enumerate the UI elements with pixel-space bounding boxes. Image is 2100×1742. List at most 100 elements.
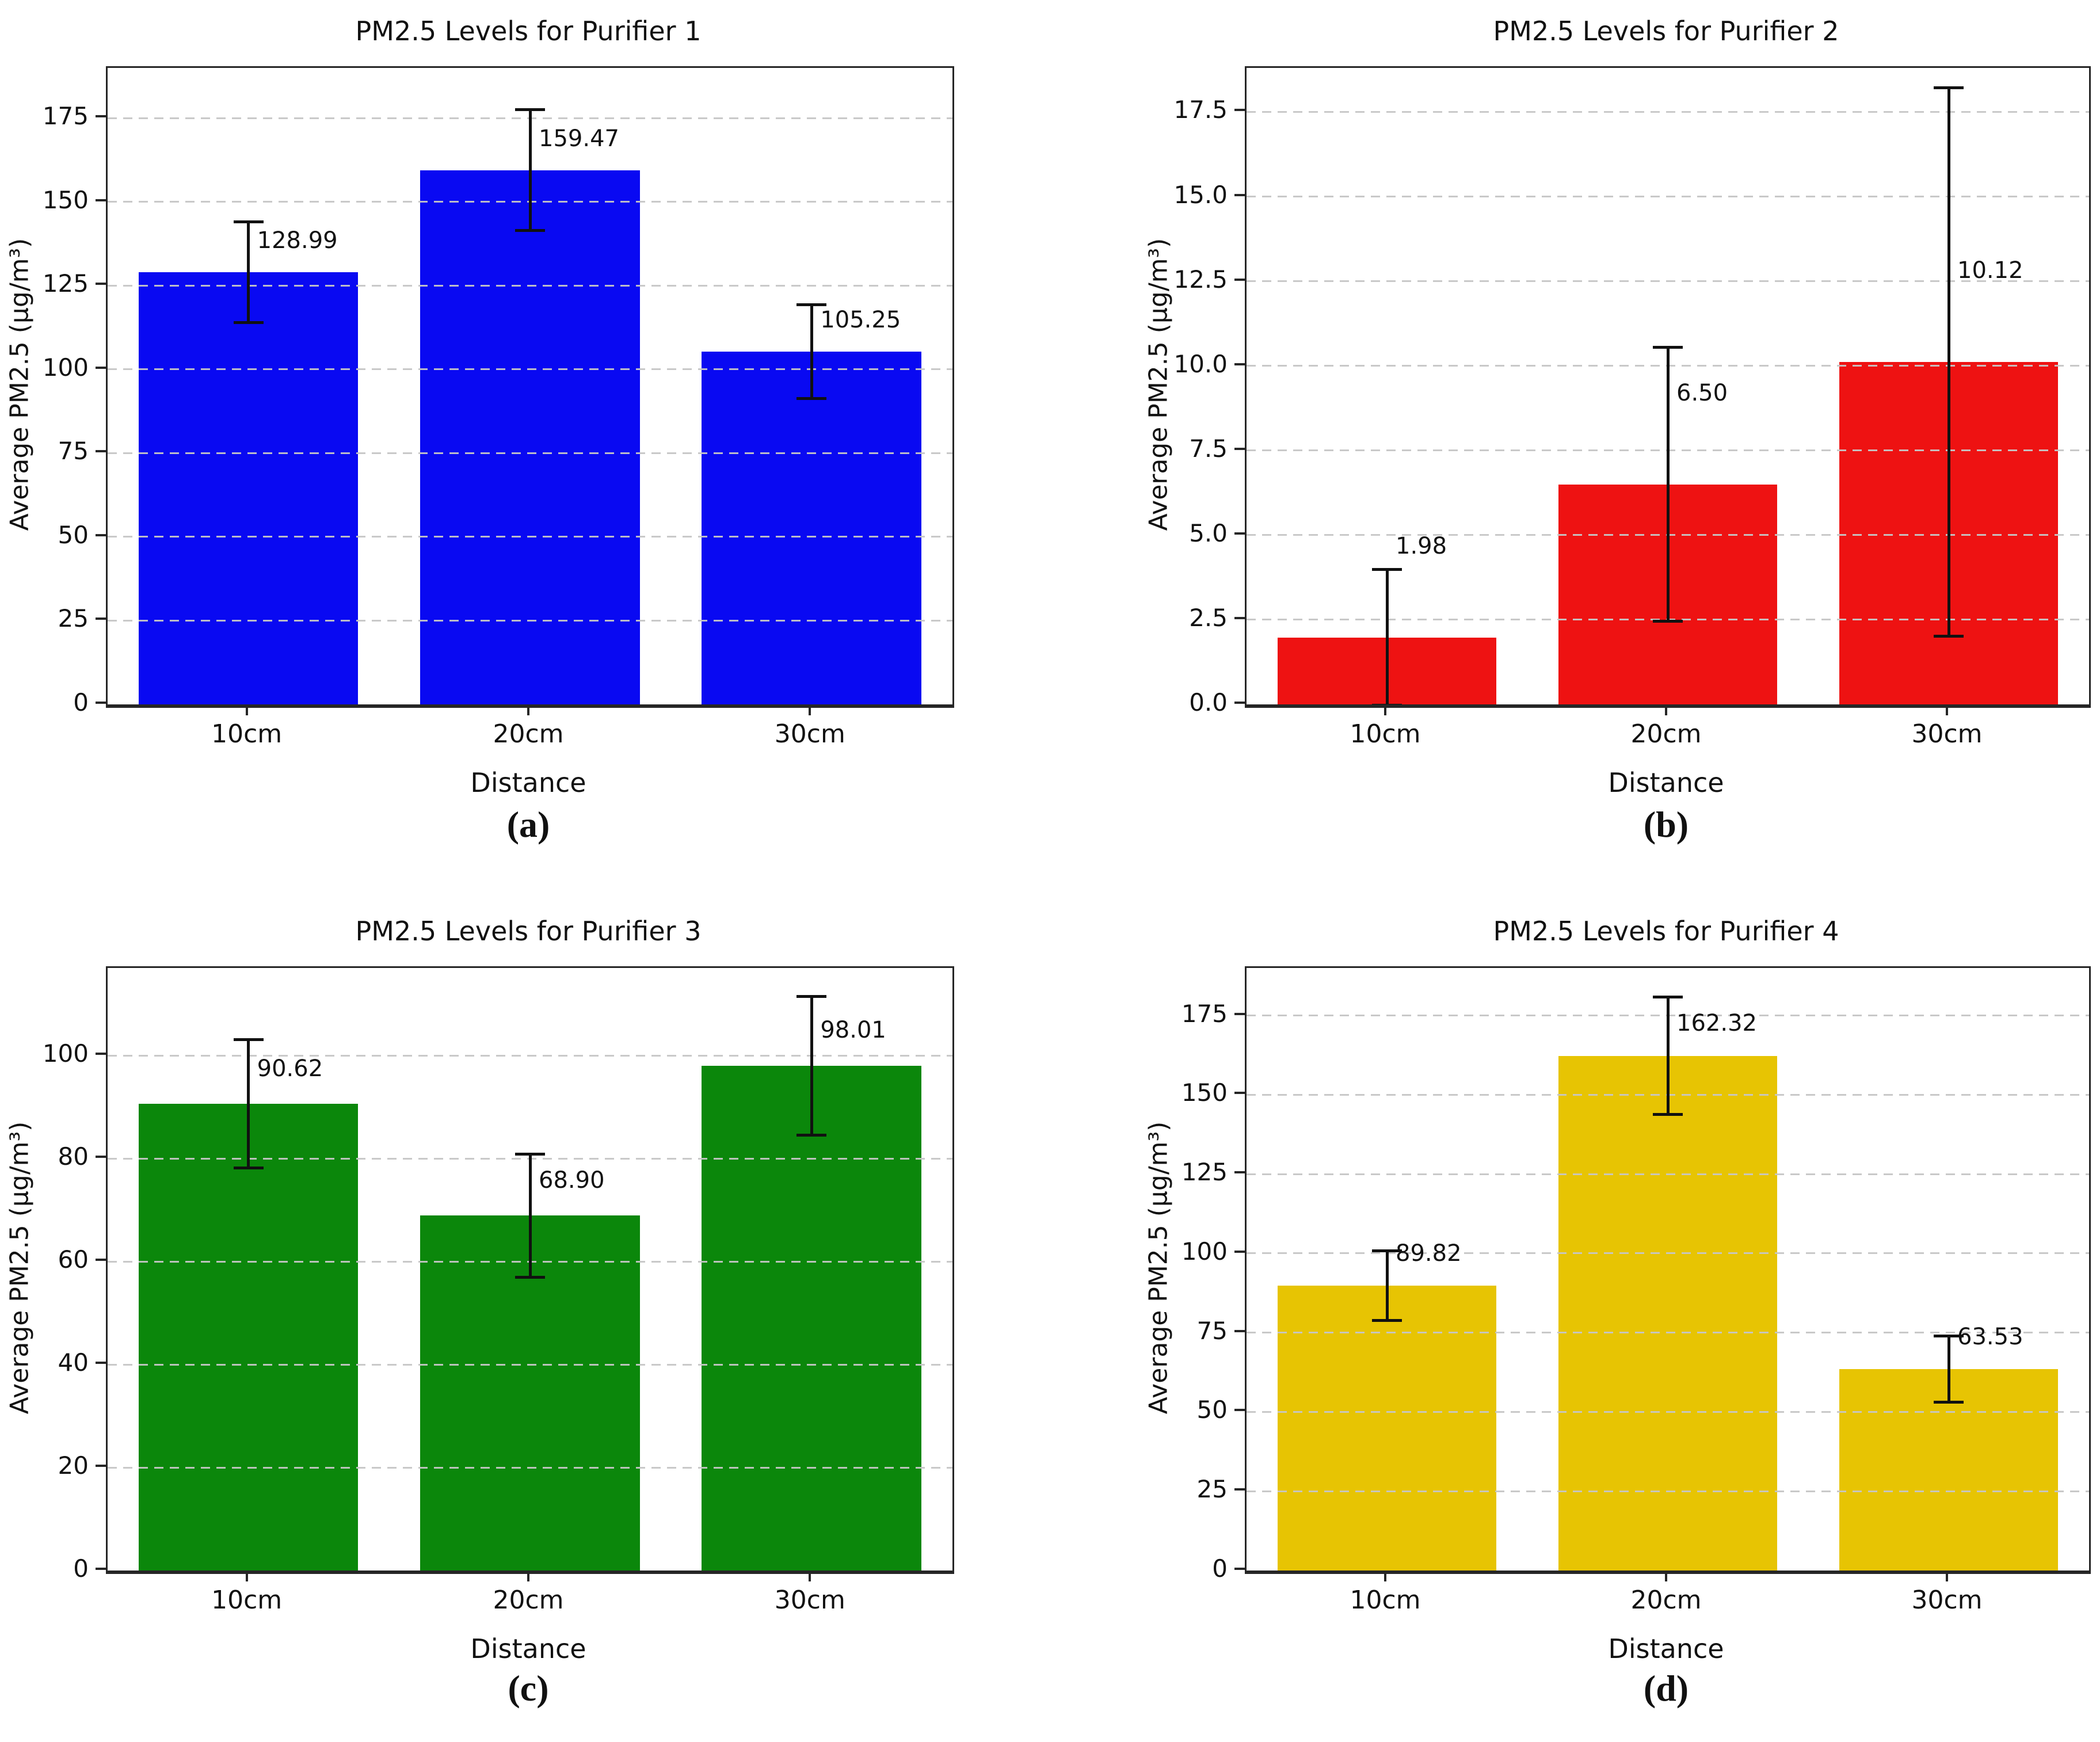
x-tick-mark xyxy=(809,1572,811,1581)
x-tick-label: 10cm xyxy=(1350,1585,1421,1615)
y-tick-mark xyxy=(1234,1409,1245,1412)
gridline xyxy=(108,1363,952,1366)
error-bar-cap-bottom xyxy=(515,1276,545,1279)
bar-value-label: 68.90 xyxy=(539,1167,605,1194)
chart-purifier-2: PM2.5 Levels for Purifier 2 Average PM2.5… xyxy=(1050,0,2100,871)
error-bar-cap-top xyxy=(1653,345,1683,349)
y-tick-label: 125 xyxy=(1181,1158,1228,1187)
x-tick-mark xyxy=(245,706,248,715)
x-tick-label: 20cm xyxy=(493,1585,564,1615)
y-tick-label: 175 xyxy=(42,102,89,131)
error-bar-line xyxy=(1385,569,1389,704)
bar xyxy=(702,352,922,704)
y-tick-label: 0 xyxy=(73,1554,89,1583)
error-bar-cap-top xyxy=(796,303,827,307)
error-bar-line xyxy=(528,1154,532,1278)
y-tick-mark xyxy=(96,1156,106,1158)
error-bar-line xyxy=(1666,347,1670,622)
x-axis-label: Distance xyxy=(470,767,586,798)
y-tick-label: 10.0 xyxy=(1173,349,1228,378)
error-bar-cap-top xyxy=(796,994,827,998)
y-tick-label: 50 xyxy=(58,520,89,549)
chart-purifier-3: PM2.5 Levels for Purifier 3 Average PM2.5… xyxy=(0,871,1050,1742)
y-tick-label: 25 xyxy=(1196,1475,1228,1504)
y-tick-mark xyxy=(96,283,106,285)
y-tick-mark xyxy=(96,617,106,620)
x-tick-label: 30cm xyxy=(774,719,845,749)
chart-purifier-4: PM2.5 Levels for Purifier 4 Average PM2.5… xyxy=(1050,871,2100,1742)
error-bar-cap-top xyxy=(1934,86,1964,89)
y-tick-label: 50 xyxy=(1196,1396,1228,1424)
y-tick-label: 40 xyxy=(58,1348,89,1377)
y-tick-label: 125 xyxy=(42,269,89,298)
bar xyxy=(1277,1286,1497,1571)
bar-value-label: 89.82 xyxy=(1396,1240,1462,1267)
error-bar-line xyxy=(1947,87,1950,636)
gridline xyxy=(108,1054,952,1057)
y-tick-label: 15.0 xyxy=(1173,180,1228,209)
error-bar-cap-top xyxy=(233,1038,264,1041)
error-bar-line xyxy=(528,109,532,231)
x-tick-label: 10cm xyxy=(211,719,283,749)
y-tick-mark xyxy=(1234,1012,1245,1015)
plot-area: 89.82 162.32 63.53 xyxy=(1245,966,2091,1574)
error-bar-cap-top xyxy=(1372,568,1402,571)
bar xyxy=(420,170,640,704)
y-tick-mark xyxy=(96,450,106,453)
y-tick-mark xyxy=(1234,616,1245,619)
x-tick-label: 30cm xyxy=(1911,719,1983,749)
x-tick-label: 30cm xyxy=(774,1585,845,1615)
x-tick-mark xyxy=(1946,706,1948,715)
y-tick-mark xyxy=(1234,447,1245,450)
y-tick-mark xyxy=(96,1465,106,1467)
error-bar-line xyxy=(810,996,813,1135)
y-tick-label: 100 xyxy=(42,353,89,382)
chart-purifier-1: PM2.5 Levels for Purifier 1 Average PM2.5… xyxy=(0,0,1050,871)
y-tick-mark xyxy=(96,115,106,118)
y-tick-label: 80 xyxy=(58,1142,89,1171)
error-bar-cap-bottom xyxy=(796,397,827,401)
bar xyxy=(702,1065,922,1571)
y-tick-label: 2.5 xyxy=(1189,603,1228,632)
y-tick-label: 17.5 xyxy=(1173,96,1228,124)
y-tick-label: 0 xyxy=(1212,1554,1228,1583)
gridline xyxy=(1247,280,2089,283)
y-tick-mark xyxy=(96,199,106,201)
y-tick-mark xyxy=(1234,1329,1245,1332)
x-axis-label: Distance xyxy=(1608,767,1724,798)
y-tick-label: 7.5 xyxy=(1189,434,1228,463)
error-bar-cap-bottom xyxy=(233,1167,264,1170)
error-bar-cap-bottom xyxy=(515,228,545,232)
y-tick-mark xyxy=(96,1362,106,1364)
y-tick-label: 20 xyxy=(58,1451,89,1480)
error-bar-cap-bottom xyxy=(796,1134,827,1137)
x-tick-mark xyxy=(809,706,811,715)
y-tick-mark xyxy=(96,366,106,369)
y-tick-mark xyxy=(96,702,106,704)
bar-value-label: 6.50 xyxy=(1676,380,1728,407)
bar-value-label: 159.47 xyxy=(539,125,619,152)
y-tick-label: 75 xyxy=(1196,1316,1228,1345)
plot-area: 128.99 159.47 105.25 xyxy=(106,66,954,708)
y-tick-mark xyxy=(1234,1250,1245,1253)
error-bar-cap-bottom xyxy=(1653,620,1683,623)
y-tick-mark xyxy=(1234,532,1245,535)
error-bar-line xyxy=(1385,1251,1389,1321)
subfigure-caption: (d) xyxy=(1643,1668,1689,1709)
y-tick-mark xyxy=(1234,1568,1245,1570)
x-tick-mark xyxy=(1665,706,1667,715)
x-tick-label: 20cm xyxy=(1630,719,1702,749)
bar-value-label: 1.98 xyxy=(1396,533,1447,560)
error-bar-cap-bottom xyxy=(233,321,264,324)
error-bar-cap-bottom xyxy=(1934,1401,1964,1404)
bar-value-label: 162.32 xyxy=(1676,1010,1757,1037)
gridline xyxy=(1247,1173,2089,1175)
gridline xyxy=(1247,1490,2089,1492)
error-bar-line xyxy=(1947,1336,1950,1402)
y-tick-mark xyxy=(1234,278,1245,281)
y-tick-label: 5.0 xyxy=(1189,519,1228,547)
bar xyxy=(138,1104,359,1571)
x-tick-label: 20cm xyxy=(1630,1585,1702,1615)
x-tick-mark xyxy=(527,1572,529,1581)
